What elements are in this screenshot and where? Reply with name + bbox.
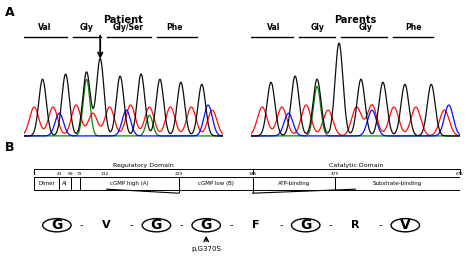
Text: Regulatory Domain: Regulatory Domain [113,163,173,168]
Text: -: - [379,220,382,230]
Text: 112: 112 [100,172,109,176]
Text: G: G [151,218,162,232]
Bar [179,177,253,190]
Text: -: - [229,220,233,230]
Text: 671: 671 [456,172,464,176]
Text: G: G [201,218,212,232]
Text: 475: 475 [331,172,339,176]
Text: Val: Val [266,23,280,32]
Text: Gly/Ser: Gly/Ser [113,23,144,32]
Text: Al: Al [63,181,68,186]
Text: Gly: Gly [80,23,93,32]
Text: 229: 229 [174,172,183,176]
Text: R: R [351,220,360,230]
Circle shape [43,219,71,232]
Bar [335,177,460,190]
Circle shape [391,219,419,232]
Text: Gly: Gly [358,23,372,32]
Text: 59: 59 [68,172,73,176]
Text: Dimer: Dimer [38,181,55,186]
Text: Gly: Gly [310,23,324,32]
Text: p.G370S: p.G370S [191,246,221,252]
Text: cGMP high (A): cGMP high (A) [110,181,148,186]
Text: cGMP low (B): cGMP low (B) [198,181,234,186]
Text: F: F [252,220,260,230]
Text: Phe: Phe [166,23,183,32]
Text: -: - [329,220,332,230]
Bar [71,177,80,190]
Text: 1: 1 [32,172,35,176]
Text: -: - [130,220,133,230]
Text: V: V [400,218,410,232]
Text: A: A [5,6,14,18]
Circle shape [142,219,171,232]
Text: Phe: Phe [405,23,422,32]
Text: Patient: Patient [103,15,143,25]
Bar [253,177,335,190]
Text: ATP-binding: ATP-binding [278,181,310,186]
Text: -: - [180,220,183,230]
Text: G: G [51,218,63,232]
Circle shape [192,219,220,232]
Text: G: G [300,218,311,232]
Text: B: B [5,141,14,154]
Bar [34,177,59,190]
Text: Catalytic Domain: Catalytic Domain [329,163,383,168]
Text: V: V [102,220,111,230]
Text: -: - [279,220,283,230]
Text: 73: 73 [77,172,82,176]
Text: Val: Val [38,23,51,32]
Text: Parents: Parents [334,15,377,25]
Text: 41: 41 [56,172,62,176]
Text: 345: 345 [248,172,257,176]
Text: -: - [80,220,83,230]
Circle shape [292,219,320,232]
Bar [80,177,179,190]
Text: Substrate-binding: Substrate-binding [373,181,422,186]
Bar [59,177,71,190]
